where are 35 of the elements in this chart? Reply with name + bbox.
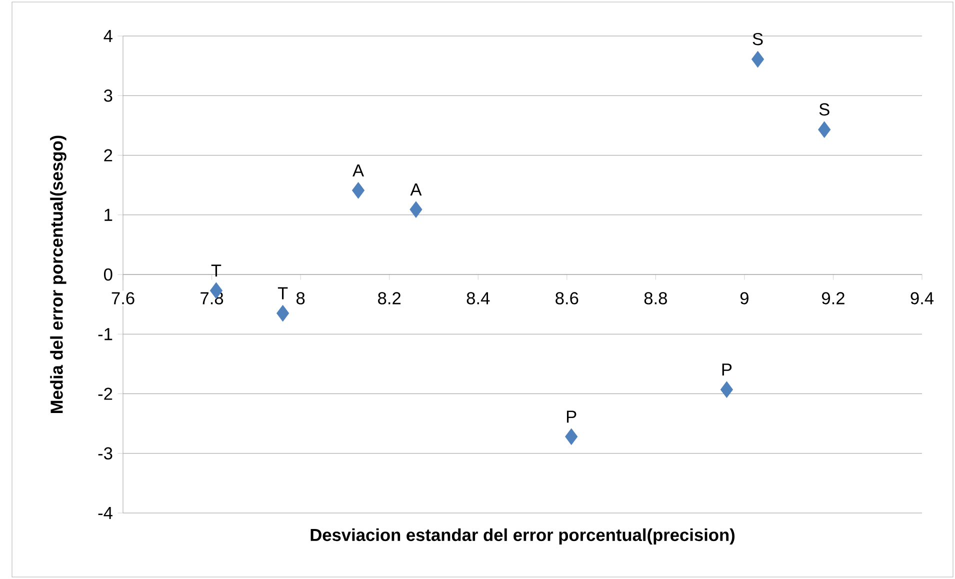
y-tick-label: 2	[104, 149, 112, 162]
annotation: P	[566, 410, 576, 423]
x-axis-title: Desviacion estandar del error porcentual(precision)	[310, 528, 735, 545]
x-tick-label: 8.4	[466, 292, 490, 304]
y-axis-title: Media del error porcentual(sesgo)	[50, 136, 66, 414]
x-tick-label: 8.8	[644, 292, 667, 304]
point	[352, 182, 365, 199]
point	[410, 201, 422, 218]
annotation: S	[819, 103, 830, 116]
x-tick-label: 7.6	[112, 292, 134, 304]
x-tick-label: 9.4	[910, 292, 934, 304]
annotation: A	[410, 184, 422, 196]
y-tick-label: 4	[104, 30, 112, 42]
point	[752, 50, 764, 68]
y-tick-label: 3	[104, 89, 112, 102]
y-tick-label: 1	[104, 208, 112, 221]
annotation: A	[352, 164, 364, 176]
point	[720, 381, 733, 398]
y-tick-label: 0	[104, 268, 112, 281]
annotation: T	[211, 264, 222, 277]
x-tick-label: 9	[740, 292, 748, 304]
annotation: T	[278, 287, 288, 300]
x-tick-label: 8.6	[556, 292, 578, 304]
y-tick-label: -3	[98, 447, 112, 460]
point	[276, 304, 290, 322]
x-tick-label: 8	[296, 292, 305, 304]
x-tick-label: 8.2	[378, 292, 401, 304]
point	[565, 428, 578, 445]
x-tick-label: 9.2	[822, 292, 844, 304]
annotation: S	[752, 32, 763, 46]
annotation: P	[722, 364, 732, 376]
point	[818, 121, 831, 138]
y-tick-label: -4	[98, 507, 112, 519]
y-tick-label: -1	[98, 328, 112, 340]
y-tick-label: -2	[98, 388, 112, 400]
